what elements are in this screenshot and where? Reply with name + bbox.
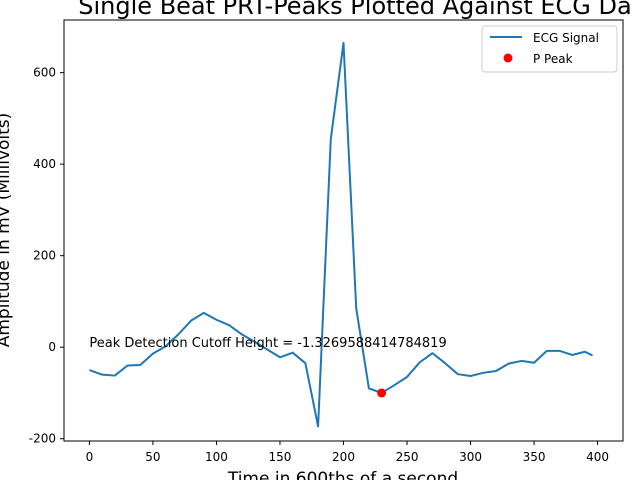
x-axis-label: Time in 600ths of a second <box>227 469 458 480</box>
x-tick-label: 350 <box>523 450 546 464</box>
plot-area <box>64 20 623 441</box>
legend-ppeak-swatch <box>503 53 513 63</box>
x-tick-label: 150 <box>269 450 292 464</box>
series-layer <box>89 41 593 428</box>
ecg-signal-line <box>89 41 593 428</box>
x-tick-label: 0 <box>86 450 94 464</box>
plot-border <box>63 19 624 442</box>
x-tick-label: 50 <box>145 450 160 464</box>
chart-title: Single Beat PRT-Peaks Plotted Against EC… <box>78 0 631 20</box>
cutoff-annotation: Peak Detection Cutoff Height = -1.326958… <box>89 336 446 351</box>
p-peak-point <box>377 388 387 398</box>
y-tick-label: 200 <box>33 249 56 263</box>
y-axis-label: Amplitude in mV (Millivolts) <box>0 113 14 348</box>
y-tick-label: 0 <box>48 340 56 354</box>
x-tick-label: 100 <box>205 450 228 464</box>
legend-ppeak-label: P Peak <box>533 52 573 66</box>
x-tick-label: 250 <box>396 450 419 464</box>
legend: ECG Signal P Peak <box>481 25 618 73</box>
x-tick-label: 200 <box>332 450 355 464</box>
axis-ticks: 0 50 100 150 200 250 300 350 400 -200 0 200 400 600 <box>29 66 609 464</box>
y-tick-label: 600 <box>33 66 56 80</box>
legend-ecg-label: ECG Signal <box>533 31 599 45</box>
x-tick-label: 300 <box>459 450 482 464</box>
y-tick-label: -200 <box>29 432 56 446</box>
x-tick-label: 400 <box>586 450 609 464</box>
y-tick-label: 400 <box>33 157 56 171</box>
